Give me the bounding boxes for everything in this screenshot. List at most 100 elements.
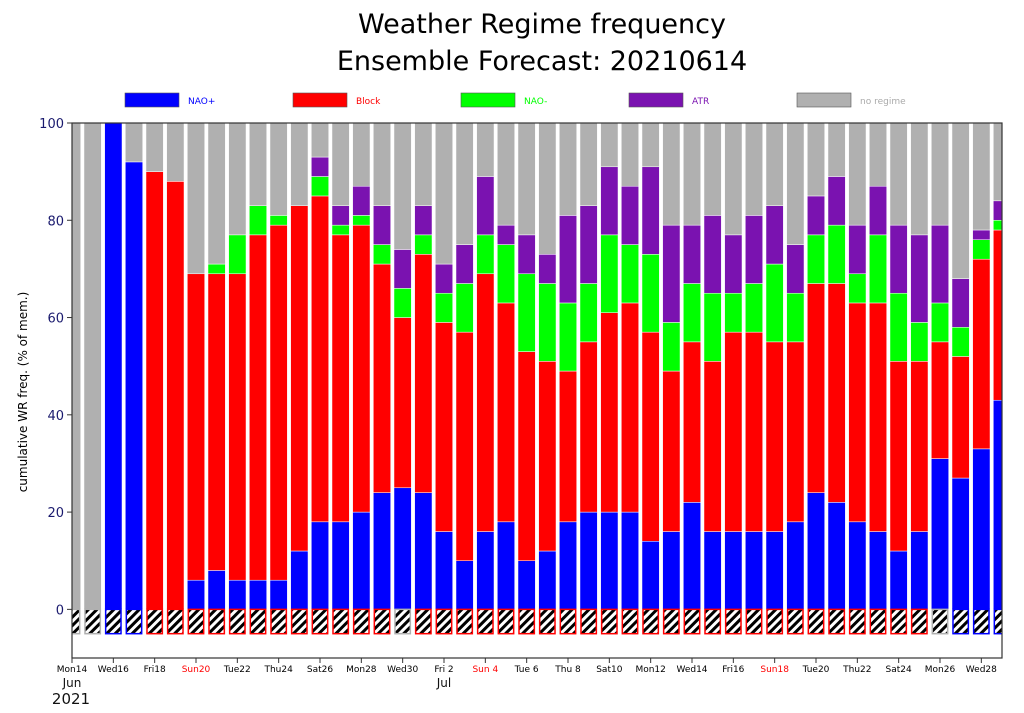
dominant-regime-marker bbox=[332, 608, 350, 635]
bar-segment-nao- bbox=[869, 234, 887, 304]
bar-segment-no-regime bbox=[972, 123, 991, 231]
bar-segment-atr bbox=[331, 205, 350, 226]
bar-segment-no-regime bbox=[249, 123, 267, 206]
bar-segment-block bbox=[807, 283, 825, 493]
bar-segment-nao- bbox=[352, 511, 371, 610]
bar-segment-nao- bbox=[538, 550, 557, 610]
bar-segment-block bbox=[600, 312, 619, 513]
bar-segment-nao- bbox=[393, 487, 412, 610]
dominant-regime-marker bbox=[249, 608, 267, 635]
bar-segment-no-regime bbox=[311, 123, 329, 158]
bar-segment-block bbox=[827, 283, 846, 503]
dominant-regime-marker bbox=[890, 608, 908, 635]
bar-segment-no-regime bbox=[331, 123, 350, 206]
bar-segment-nao- bbox=[104, 123, 123, 610]
bar-segment-no-regime bbox=[476, 123, 495, 177]
dominant-regime-marker bbox=[166, 608, 184, 635]
bar-segment-block bbox=[703, 361, 722, 532]
bar-segment-nao- bbox=[807, 234, 825, 284]
bar-segment-no-regime bbox=[807, 123, 825, 197]
bar-segment-block bbox=[641, 331, 660, 542]
bar-segment-block bbox=[869, 302, 887, 532]
x-tick-label: Sat10 bbox=[596, 665, 622, 675]
bar-segment-block bbox=[455, 331, 474, 561]
legend: NAO+ Block NAO- ATR no regime bbox=[124, 92, 906, 108]
dominant-regime-marker bbox=[414, 608, 432, 635]
bar-segment-nao- bbox=[497, 521, 515, 610]
dominant-regime-marker bbox=[621, 608, 639, 635]
bar-segment-no-regime bbox=[662, 123, 681, 226]
bar-segment-block bbox=[889, 361, 908, 552]
dominant-regime-marker bbox=[311, 608, 329, 635]
dominant-regime-marker bbox=[600, 608, 618, 635]
x-tick-label: Sun 4 bbox=[472, 665, 498, 675]
x-tick-label: Fri18 bbox=[144, 665, 166, 675]
x-tick-label: Mon12 bbox=[635, 665, 665, 675]
x-tick-label: Tue 6 bbox=[514, 665, 539, 675]
dominant-regime-marker bbox=[394, 608, 412, 635]
bar-segment-block bbox=[786, 341, 805, 523]
dominant-regime-marker bbox=[828, 608, 846, 635]
legend-swatch bbox=[628, 92, 684, 108]
bar-segment-block bbox=[559, 370, 577, 523]
legend-label: no regime bbox=[860, 97, 906, 107]
legend-swatch bbox=[460, 92, 516, 108]
bar-segment-block bbox=[497, 302, 515, 523]
dominant-regime-marker bbox=[146, 608, 164, 635]
bar-segment-block bbox=[538, 361, 557, 552]
bar-segment-block bbox=[579, 341, 598, 513]
bar-segment-nao- bbox=[848, 521, 867, 610]
bar-segment-no-regime bbox=[641, 123, 660, 168]
bar-segment-atr bbox=[373, 205, 391, 245]
bar-segment-nao- bbox=[207, 570, 226, 610]
chart-subtitle: Ensemble Forecast: 20210614 bbox=[337, 46, 747, 77]
bar-segment-nao- bbox=[207, 263, 226, 275]
bar-segment-block bbox=[311, 195, 329, 523]
bar-segment-nao- bbox=[621, 244, 639, 304]
dominant-regime-marker bbox=[104, 608, 122, 635]
legend-label: ATR bbox=[692, 97, 709, 107]
dominant-regime-marker bbox=[869, 608, 887, 635]
bar-segment-atr bbox=[662, 224, 681, 323]
bar-segment-no-regime bbox=[559, 123, 577, 216]
bar-segment-no-regime bbox=[187, 123, 205, 275]
x-tick-label: Mon14 bbox=[57, 665, 88, 675]
bar-segment-no-regime bbox=[393, 123, 412, 250]
bar-segment-nao- bbox=[951, 327, 970, 357]
bar-segment-nao- bbox=[827, 502, 846, 610]
x-tick-label: Thu22 bbox=[842, 665, 871, 675]
dominant-regime-marker bbox=[931, 608, 949, 635]
bar-segment-nao- bbox=[765, 531, 784, 610]
bar-segment-no-regime bbox=[579, 123, 598, 206]
bar-segment-no-regime bbox=[290, 123, 309, 206]
x-tick-label: Tue20 bbox=[802, 665, 830, 675]
bar-segment-no-regime bbox=[414, 123, 433, 206]
x-tick-label: Thu24 bbox=[263, 665, 293, 675]
dominant-regime-marker bbox=[208, 608, 226, 635]
dominant-regime-marker bbox=[476, 608, 494, 635]
legend-swatch bbox=[796, 92, 852, 108]
bar-segment-atr bbox=[476, 176, 495, 236]
bar-segment-no-regime bbox=[83, 123, 102, 610]
x-tick-label: Wed28 bbox=[966, 665, 997, 675]
bar-segment-nao- bbox=[931, 458, 949, 610]
bar-segment-nao- bbox=[352, 215, 371, 226]
dominant-regime-marker bbox=[745, 608, 763, 635]
bar-segment-nao- bbox=[786, 521, 805, 610]
dominant-regime-marker bbox=[352, 608, 370, 635]
dominant-regime-marker bbox=[125, 608, 143, 635]
bar-segment-no-regime bbox=[538, 123, 557, 255]
x-tick-label: Sat26 bbox=[307, 665, 333, 675]
month-label: Jul bbox=[436, 676, 451, 690]
bar-segment-nao- bbox=[331, 521, 350, 610]
bar-segment-atr bbox=[765, 205, 784, 265]
x-tick-label: Wed16 bbox=[98, 665, 129, 675]
legend-swatch bbox=[124, 92, 180, 108]
dominant-regime-marker bbox=[580, 608, 598, 635]
bar-segment-atr bbox=[993, 200, 1002, 221]
bar-segment-no-regime bbox=[166, 123, 185, 182]
bar-segment-nao- bbox=[910, 322, 929, 362]
bar-segment-atr bbox=[497, 224, 515, 245]
bar-segment-no-regime bbox=[889, 123, 908, 226]
bar-segment-no-regime bbox=[765, 123, 784, 206]
